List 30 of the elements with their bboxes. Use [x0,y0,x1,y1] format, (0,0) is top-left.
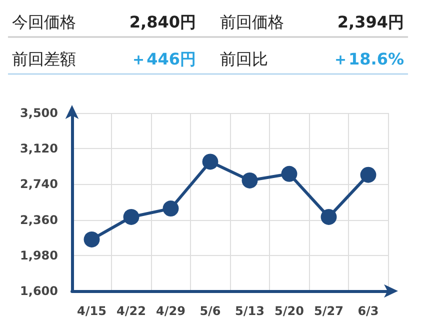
x-tick-label: 5/6 [200,304,221,318]
y-tick-label: 2,360 [20,212,58,227]
y-tick-label: 3,120 [20,142,58,156]
x-tick-label: 5/20 [274,304,304,318]
y-tick-label: 3,500 [20,106,58,120]
x-tick-label: 4/22 [116,304,146,318]
y-tick-label: 1,600 [20,284,58,298]
x-tick-label: 6/3 [358,304,379,318]
point [162,200,179,217]
text: 2,840円 [129,12,196,32]
text: 前回差額 [12,50,76,68]
x-tick-label: 5/27 [314,304,344,318]
point [202,154,218,170]
point [123,208,140,225]
text: 前回価格 [220,12,284,32]
x-tick-label: 5/13 [235,304,264,318]
point [84,231,100,248]
x-tick-label: 4/15 [77,304,106,318]
text: 前回比 [220,50,268,68]
x-tick-label: 4/29 [156,304,186,318]
text: ＋446円 [130,50,196,68]
point [281,166,298,182]
text: ＋18.6% [332,50,404,68]
point [360,166,376,183]
point [320,208,337,225]
text: 2,394円 [337,12,404,32]
y-tick-label: 1,980 [20,248,58,262]
text: 今回価格 [12,12,76,32]
y-tick-label: 2,740 [20,177,58,192]
point [242,172,258,188]
